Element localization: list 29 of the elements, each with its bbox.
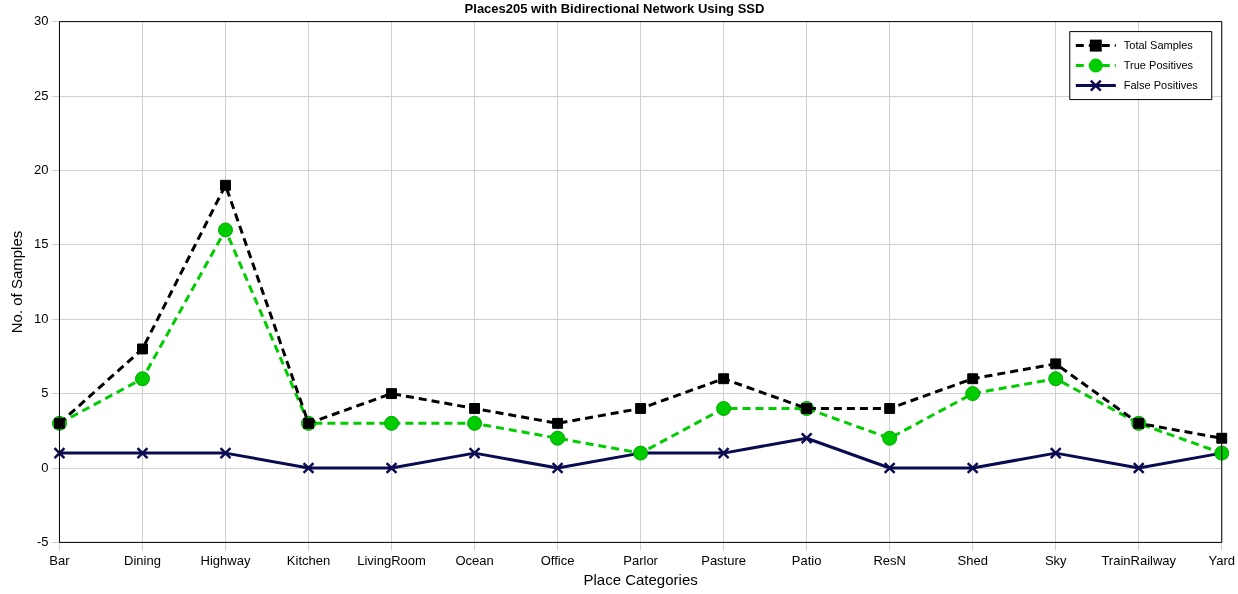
x-tick-label: Ocean: [455, 552, 494, 568]
x-axis-title: Place Categories: [583, 571, 698, 589]
x-tick-label: TrainRailway: [1101, 552, 1177, 568]
y-tick-label: 25: [33, 87, 49, 103]
chart-title: Places205 with Bidirectional Network Using SSD: [464, 1, 765, 17]
x-tick-label: Patio: [791, 552, 822, 568]
y-axis-title: No. of Samples: [8, 230, 26, 334]
x-tick-label: Bar: [49, 552, 71, 568]
x-tick-label: Dining: [124, 552, 161, 568]
y-tick-label: 15: [33, 236, 49, 252]
y-tick-label: 30: [33, 13, 49, 29]
x-tick-label: Highway: [200, 552, 251, 568]
x-tick-label: ResN: [873, 552, 906, 568]
legend-label: False Positives: [1123, 78, 1199, 91]
x-tick-label: Sky: [1044, 552, 1068, 568]
y-tick-label: 20: [33, 161, 49, 177]
x-tick-label: LivingRoom: [357, 552, 426, 568]
y-tick-label: -5: [36, 533, 49, 549]
x-tick-label: Office: [540, 552, 575, 568]
x-tick-label: Shed: [957, 552, 988, 568]
legend-label: Total Samples: [1123, 38, 1194, 51]
x-tick-label: Yard: [1208, 552, 1235, 568]
x-tick-label: Kitchen: [286, 552, 331, 568]
x-tick-label: Parlor: [623, 552, 659, 568]
x-tick-label: Pasture: [701, 552, 747, 568]
legend-label: True Positives: [1123, 58, 1194, 71]
y-tick-label: 0: [41, 459, 49, 475]
y-tick-label: 5: [41, 385, 49, 401]
y-tick-label: 10: [33, 310, 49, 326]
